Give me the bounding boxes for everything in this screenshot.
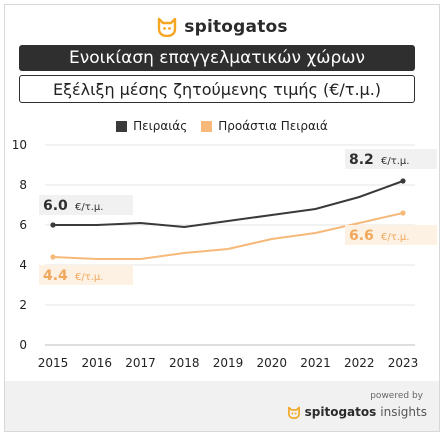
x-tick-label: 2019 bbox=[213, 356, 244, 370]
x-tick-label: 2017 bbox=[125, 356, 156, 370]
series-line-suburbs bbox=[52, 212, 404, 260]
annotation-value: 4.4 bbox=[43, 268, 68, 284]
y-tick-label: 6 bbox=[19, 218, 27, 232]
x-tick-label: 2020 bbox=[256, 356, 287, 370]
y-tick-label: 10 bbox=[12, 138, 27, 152]
brand-header: spitogatos bbox=[5, 15, 439, 39]
x-tick-label: 2023 bbox=[388, 356, 419, 370]
chart-card: spitogatos Ενοικίαση επαγγελματικών χώρω… bbox=[4, 4, 440, 432]
y-tick-label: 8 bbox=[19, 178, 27, 192]
x-tick-label: 2021 bbox=[300, 356, 331, 370]
data-point bbox=[400, 210, 406, 216]
annotation-value: 6.0 bbox=[43, 198, 68, 214]
annotation-unit: €/τ.μ. bbox=[381, 156, 409, 167]
powered-by-text: powered by bbox=[370, 391, 423, 401]
annotation-unit: €/τ.μ. bbox=[75, 272, 103, 283]
data-point bbox=[400, 178, 406, 184]
legend-label-suburbs: Προάστια Πειραιά bbox=[218, 119, 328, 133]
x-tick-label: 2022 bbox=[344, 356, 375, 370]
series-line-piraeus bbox=[53, 180, 404, 229]
y-tick-label: 2 bbox=[19, 298, 27, 312]
annotation-unit: €/τ.μ. bbox=[381, 232, 409, 243]
data-point bbox=[50, 222, 56, 228]
annotation-value: 8.2 bbox=[349, 152, 374, 168]
legend: Πειραιάς Προάστια Πειραιά bbox=[5, 117, 439, 135]
footer-brand: spitogatos insights bbox=[287, 405, 427, 419]
legend-swatch-piraeus bbox=[116, 120, 128, 132]
annotation-unit: €/τ.μ. bbox=[75, 202, 103, 213]
data-point bbox=[50, 254, 56, 260]
x-tick-label: 2018 bbox=[169, 356, 200, 370]
annotation-box bbox=[345, 225, 437, 245]
legend-item-piraeus: Πειραιάς bbox=[116, 119, 187, 133]
legend-item-suburbs: Προάστια Πειραιά bbox=[201, 119, 328, 133]
brand-name: spitogatos bbox=[184, 17, 288, 37]
line-chart: 0 2 4 6 8 10 2015 2016 2017 2018 2019 2020 2021 2022 2… bbox=[12, 138, 437, 370]
annotation-box bbox=[39, 195, 133, 215]
footer-brand-name: spitogatos bbox=[304, 405, 377, 419]
annotation-box bbox=[39, 265, 133, 285]
y-tick-label: 4 bbox=[19, 258, 27, 272]
chart-title: Ενοικίαση επαγγελματικών χώρων bbox=[19, 45, 415, 71]
x-tick-label: 2015 bbox=[38, 356, 69, 370]
y-tick-label: 0 bbox=[19, 338, 27, 352]
annotation-box bbox=[345, 149, 437, 169]
footer-brand-suffix: insights bbox=[380, 405, 427, 419]
footer: powered by spitogatos insights bbox=[5, 381, 439, 431]
cat-face-icon bbox=[158, 17, 177, 37]
legend-label-piraeus: Πειραιάς bbox=[133, 119, 188, 133]
legend-swatch-suburbs bbox=[201, 120, 213, 132]
annotation-value: 6.6 bbox=[349, 228, 374, 244]
cat-face-icon bbox=[287, 406, 300, 419]
x-tick-label: 2016 bbox=[81, 356, 112, 370]
chart-subtitle: Εξέλιξη μέσης ζητούμενης τιμής (€/τ.μ.) bbox=[19, 75, 415, 103]
